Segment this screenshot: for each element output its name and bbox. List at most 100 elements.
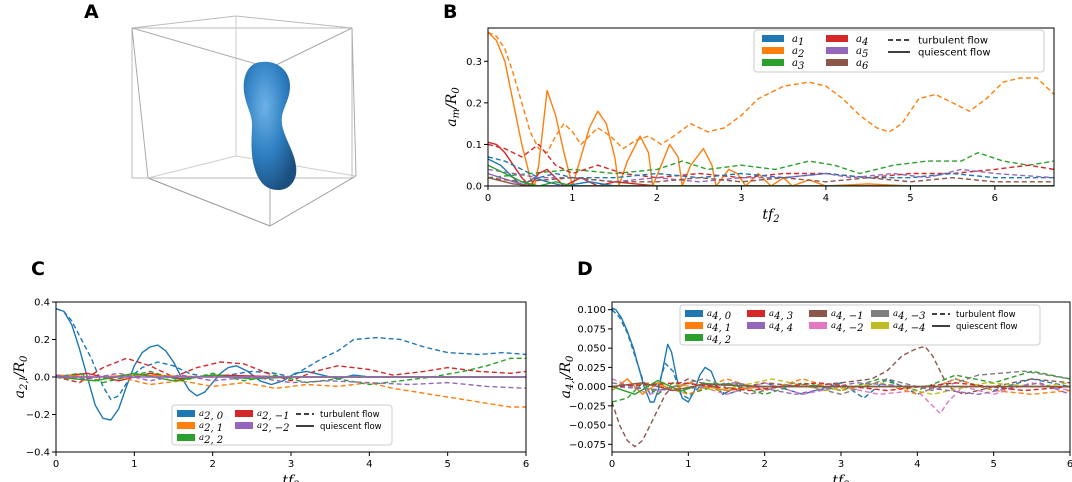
series-line-c-6 xyxy=(56,357,526,386)
y-tick-label: 0.025 xyxy=(577,363,606,374)
legend-swatch xyxy=(762,47,784,54)
legend-swatch xyxy=(747,310,765,317)
legend-label: a4, −2 xyxy=(831,321,864,334)
x-axis-label: tf2 xyxy=(282,473,299,482)
series-group xyxy=(612,307,1070,448)
panel-label-d: D xyxy=(577,258,593,280)
x-tick-label: 5 xyxy=(907,193,913,204)
x-tick-label: 0 xyxy=(53,459,59,470)
series-group xyxy=(488,31,1054,186)
legend-label: a4, 3 xyxy=(769,309,793,322)
panel-label-a: A xyxy=(84,1,99,23)
x-tick-label: 0 xyxy=(485,193,491,204)
y-tick-label: 0.1 xyxy=(466,140,482,151)
legend-label: a2, −2 xyxy=(257,421,290,434)
x-tick-label: 5 xyxy=(990,459,996,470)
x-tick-label: 3 xyxy=(288,459,294,470)
series-line-d-4 xyxy=(612,370,1070,403)
panel-label-c: C xyxy=(31,258,45,280)
legend-style-label: turbulent flow xyxy=(956,310,1016,320)
legend-label: a2, 0 xyxy=(199,409,224,422)
series-line-b-9 xyxy=(488,177,1054,183)
legend-label: a4 xyxy=(856,34,868,48)
y-tick-label: 0.3 xyxy=(466,57,482,68)
legend-style-label: quiescent flow xyxy=(956,322,1018,332)
y-tick-label: 0.075 xyxy=(577,324,606,335)
y-tick-label: 0.0 xyxy=(34,373,50,384)
legend-label: a2, 1 xyxy=(199,421,223,434)
legend-label: a3 xyxy=(792,58,804,72)
series-line-b-4 xyxy=(488,141,1054,186)
y-tick-label: −0.075 xyxy=(569,440,606,451)
legend: a2, 0a2, 1a2, 2 a2, −1a2, −2 turbulent flo… xyxy=(171,404,393,446)
x-axis-label: tf2 xyxy=(832,473,849,482)
legend-swatch xyxy=(177,410,195,417)
x-tick-label: 3 xyxy=(738,193,744,204)
y-tick-label: 0.2 xyxy=(34,335,50,346)
series-line-d-7 xyxy=(612,370,1070,395)
y-tick-label: −0.025 xyxy=(569,401,606,412)
series-line-d-1 xyxy=(612,309,1070,399)
x-tick-label: 1 xyxy=(131,459,137,470)
legend-swatch xyxy=(235,422,253,429)
y-tick-label: 0.000 xyxy=(577,382,606,393)
series-line-d-2 xyxy=(612,345,1070,448)
legend-swatch xyxy=(826,35,848,42)
legend-swatch xyxy=(809,322,827,329)
x-tick-label: 0 xyxy=(609,459,615,470)
y-tick-label: −0.2 xyxy=(26,410,50,421)
series-line-b-11 xyxy=(488,164,1054,186)
y-tick-label: 0.4 xyxy=(34,298,50,309)
legend-label: a2 xyxy=(792,46,804,60)
droplet-shape xyxy=(243,61,297,190)
x-tick-label: 4 xyxy=(366,459,372,470)
y-tick-label: 0.0 xyxy=(466,182,482,193)
series-line-b-7 xyxy=(488,168,1054,183)
y-tick-label: 0.2 xyxy=(466,98,482,109)
legend-swatch xyxy=(871,322,889,329)
series-line-b-6 xyxy=(488,158,1054,186)
x-tick-label: 2 xyxy=(209,459,215,470)
series-group xyxy=(56,307,526,421)
legend-swatch xyxy=(826,59,848,66)
x-axis-label: tf2 xyxy=(762,207,779,225)
x-tick-label: 4 xyxy=(823,193,829,204)
legend-style-label: quiescent flow xyxy=(320,422,382,432)
legend-label: a4, −4 xyxy=(893,321,926,334)
series-line-b-2 xyxy=(488,152,1054,179)
x-tick-label: 6 xyxy=(523,459,529,470)
legend-swatch xyxy=(747,322,765,329)
series-line-c-0 xyxy=(56,307,526,421)
x-tick-label: 6 xyxy=(1067,459,1072,470)
legend-swatch xyxy=(235,410,253,417)
y-axis-label: a2,l/R0 xyxy=(12,355,30,398)
legend-swatch xyxy=(177,434,195,441)
legend-swatch xyxy=(871,310,889,317)
series-line-c-4 xyxy=(56,374,526,408)
x-tick-label: 3 xyxy=(838,459,844,470)
legend-label: a4, 2 xyxy=(707,333,731,346)
chart-d: 0 1 2 3 4 5 6 0.100 0.075 0.050 0.025 0.000 −0.025 −0… xyxy=(558,301,1072,482)
y-axis-label: a4,l/R0 xyxy=(558,355,576,398)
x-tick-label: 1 xyxy=(569,193,575,204)
legend-swatch xyxy=(762,59,784,66)
legend-label: a5 xyxy=(856,46,868,60)
legend-swatch xyxy=(826,47,848,54)
series-line-d-12 xyxy=(612,382,1070,392)
x-tick-label: 2 xyxy=(654,193,660,204)
x-tick-label: 5 xyxy=(444,459,450,470)
legend-label: a4, −3 xyxy=(893,309,926,322)
legend-label: a6 xyxy=(856,58,869,72)
panel-label-b: B xyxy=(443,1,457,23)
legend-swatch xyxy=(762,35,784,42)
x-tick-label: 6 xyxy=(992,193,998,204)
legend-box xyxy=(171,404,393,446)
x-tick-label: 4 xyxy=(914,459,920,470)
legend-label: a2, 2 xyxy=(199,433,223,446)
legend-swatch xyxy=(809,310,827,317)
legend-swatch xyxy=(177,422,195,429)
